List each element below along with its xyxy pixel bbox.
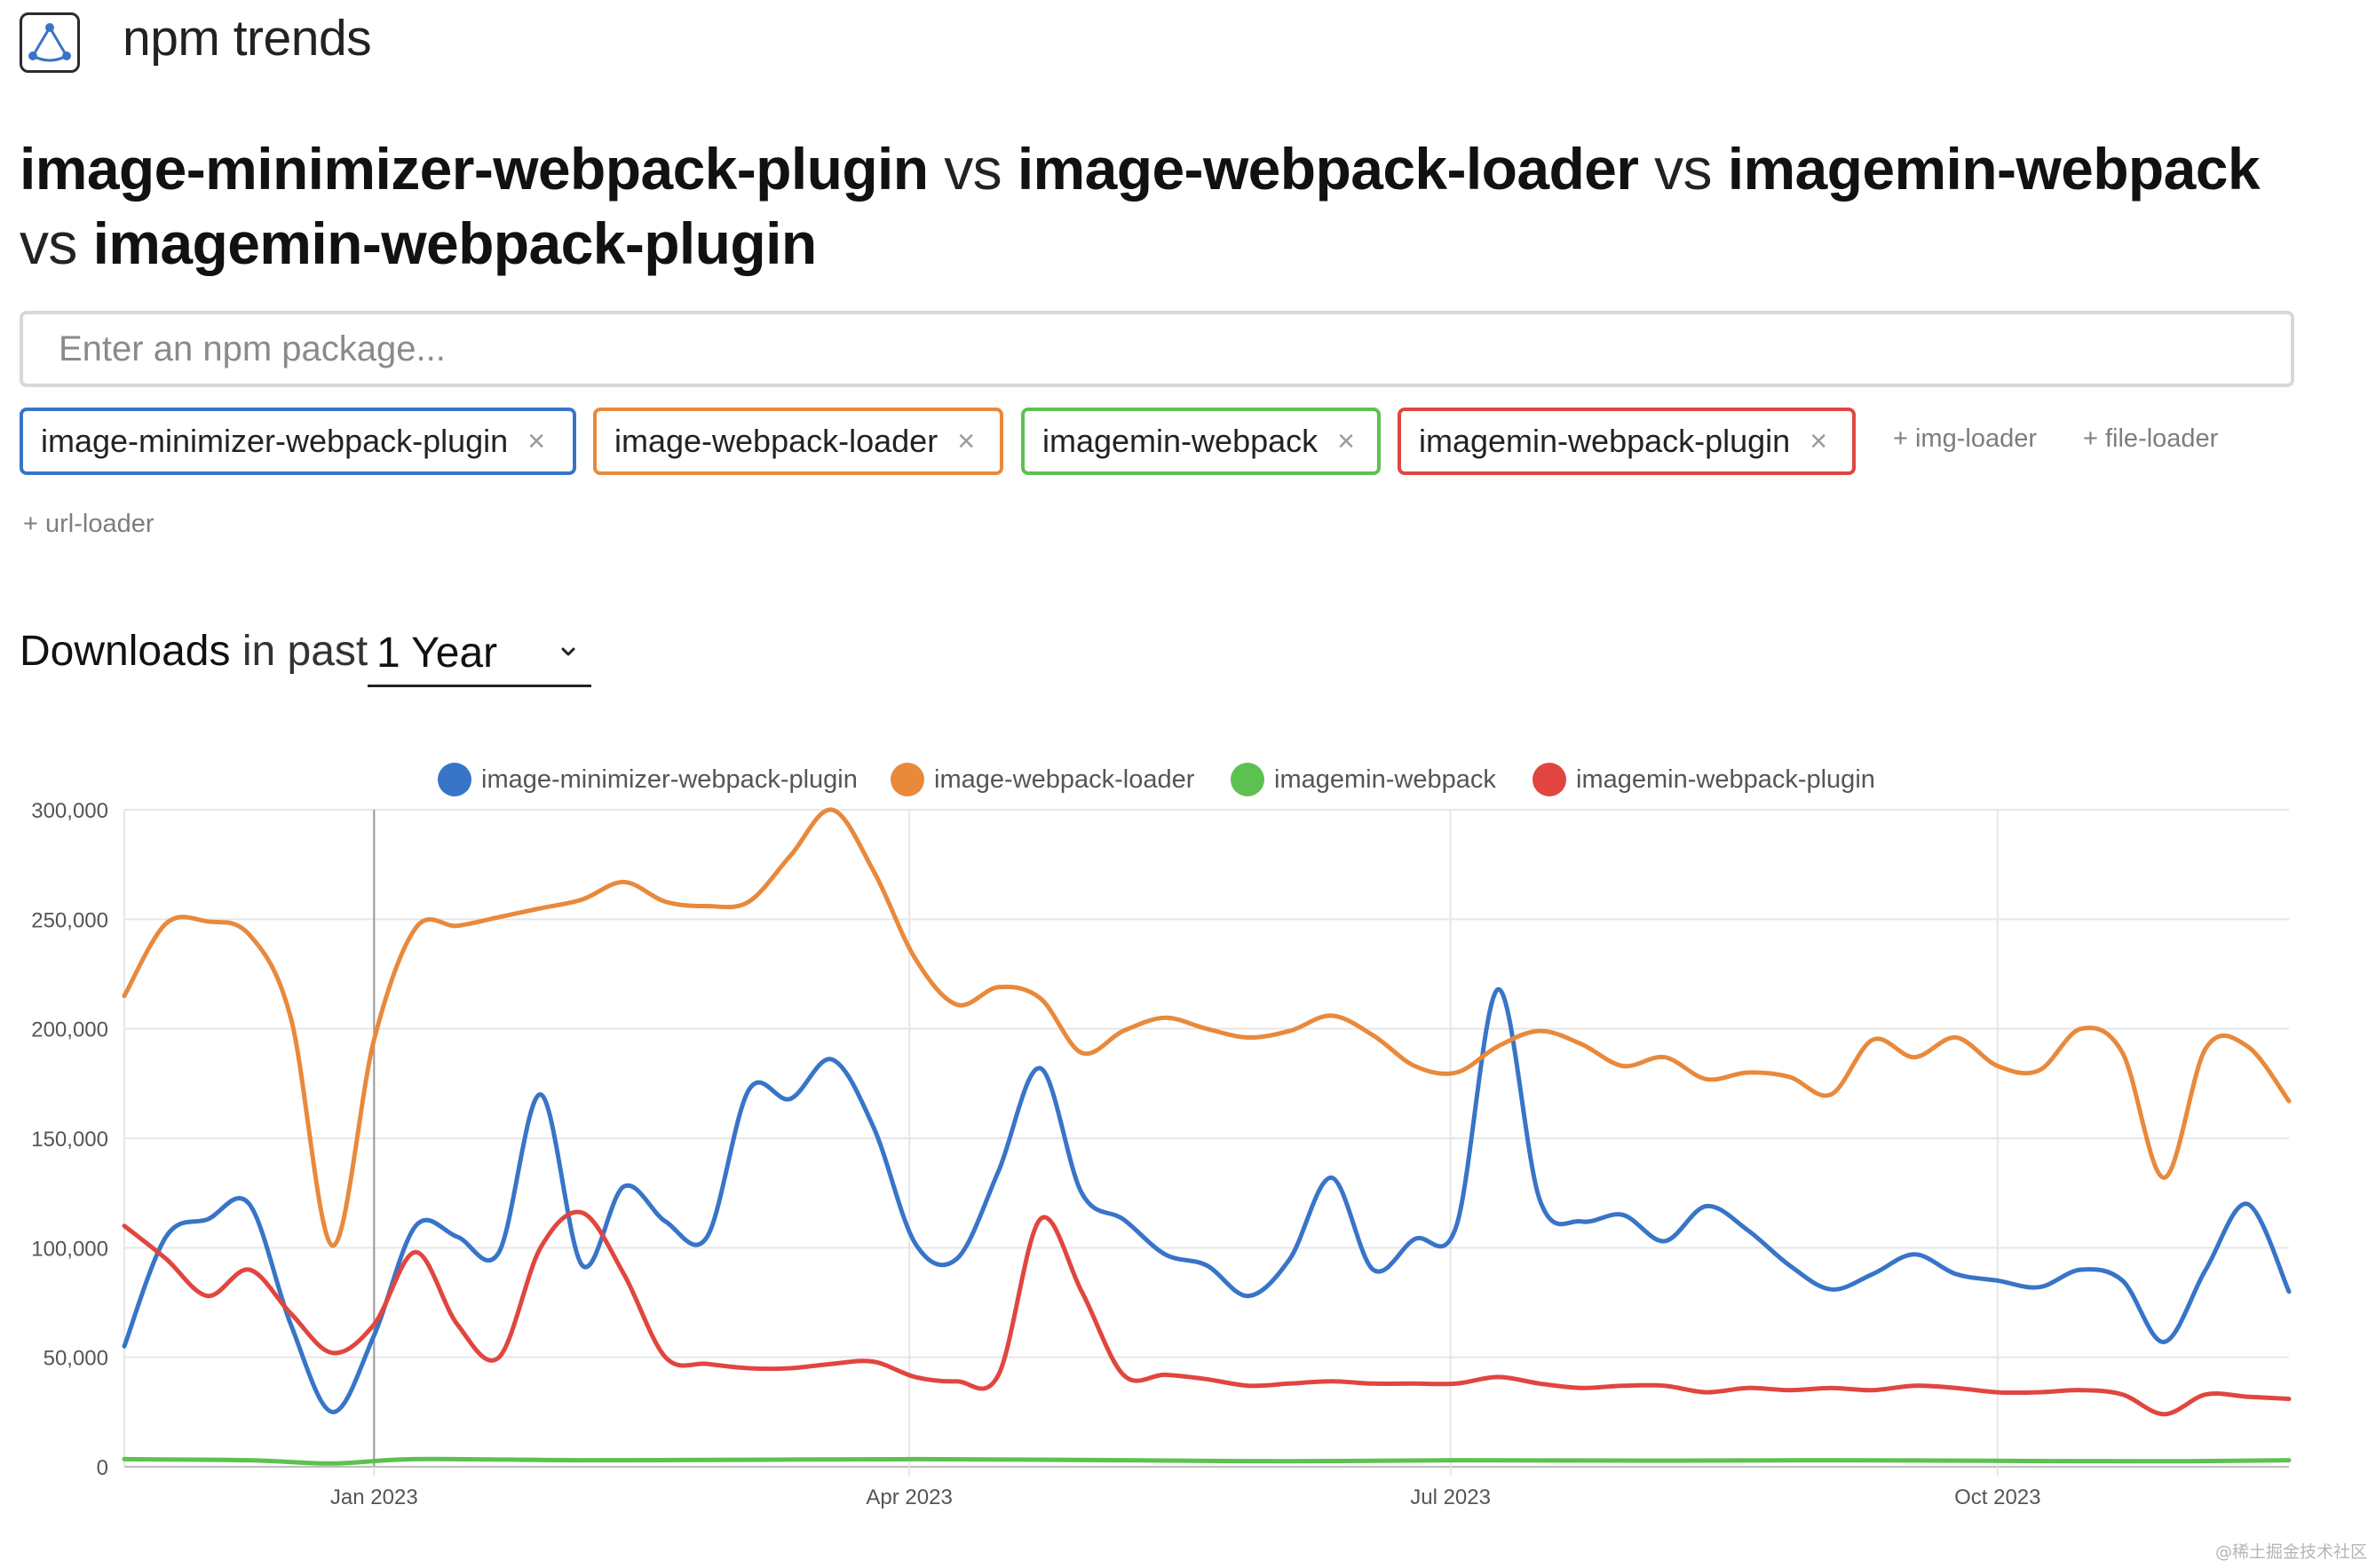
npm-trends-logo-icon[interactable]	[20, 12, 80, 73]
suggestion-img-loader[interactable]: + img-loader	[1893, 424, 2037, 453]
y-tick-label: 0	[97, 1456, 108, 1480]
period-value: 1 Year	[376, 630, 498, 677]
in-past-label: in past	[242, 628, 368, 675]
watermark: @稀土掘金技术社区	[2214, 1542, 2367, 1562]
legend-swatch	[891, 763, 924, 796]
y-tick-label: 100,000	[31, 1237, 108, 1261]
legend-label: image-webpack-loader	[934, 765, 1195, 794]
legend-swatch	[1533, 763, 1566, 796]
title-package: imagemin-webpack	[1727, 136, 2261, 202]
y-tick-label: 150,000	[31, 1128, 108, 1152]
remove-package-icon[interactable]: ×	[1337, 424, 1355, 458]
y-tick-label: 250,000	[31, 908, 108, 932]
package-chip-label: image-webpack-loader	[614, 423, 939, 459]
x-tick-label: Jul 2023	[1410, 1485, 1491, 1509]
y-tick-label: 300,000	[31, 799, 108, 823]
package-chip[interactable]: image-webpack-loader ×	[593, 408, 1003, 475]
remove-package-icon[interactable]: ×	[957, 424, 976, 458]
x-tick-label: Oct 2023	[1954, 1485, 2040, 1509]
legend-label: image-minimizer-webpack-plugin	[481, 765, 858, 794]
downloads-heading: Downloads in past	[20, 627, 368, 676]
period-select[interactable]: 1 Year	[368, 627, 591, 687]
chevron-down-icon	[561, 647, 575, 656]
package-chip-label: image-minimizer-webpack-plugin	[41, 423, 509, 459]
title-package: image-webpack-loader	[1017, 136, 1639, 202]
legend-label: imagemin-webpack	[1274, 765, 1496, 794]
legend-label: imagemin-webpack-plugin	[1576, 765, 1875, 794]
title-package: image-minimizer-webpack-plugin	[20, 136, 929, 202]
package-chip-label: imagemin-webpack-plugin	[1419, 423, 1791, 459]
package-chip[interactable]: imagemin-webpack-plugin ×	[1398, 408, 1856, 475]
series-line-image-minimizer-webpack-plugin	[122, 986, 2292, 1414]
package-search-input[interactable]	[20, 311, 2294, 387]
package-chip-label: imagemin-webpack	[1042, 423, 1319, 459]
legend-swatch	[438, 763, 471, 796]
legend-swatch	[1231, 763, 1264, 796]
x-tick-label: Jan 2023	[330, 1485, 418, 1509]
y-tick-label: 200,000	[31, 1018, 108, 1042]
series-line-imagemin-webpack-plugin	[122, 1209, 2292, 1417]
title-separator: vs	[20, 210, 77, 276]
remove-package-icon[interactable]: ×	[1810, 424, 1828, 458]
title-package: imagemin-webpack-plugin	[92, 210, 818, 276]
remove-package-icon[interactable]: ×	[527, 424, 546, 458]
title-separator: vs	[1654, 136, 1712, 202]
package-chip[interactable]: image-minimizer-webpack-plugin ×	[20, 408, 576, 475]
downloads-line-chart: 0 50,000 100,000 150,000 200,000 250,000 300,0…	[31, 763, 2292, 1509]
series-line-image-webpack-loader	[122, 807, 2292, 1248]
package-chip[interactable]: imagemin-webpack ×	[1021, 408, 1381, 475]
page-title: image-minimizer-webpack-plugin vs image-…	[20, 131, 2293, 281]
title-separator: vs	[944, 136, 1002, 202]
series-line-imagemin-webpack	[122, 1456, 2292, 1466]
suggestion-file-loader[interactable]: + file-loader	[2083, 424, 2219, 453]
downloads-label: Downloads	[20, 628, 231, 675]
suggestion-url-loader[interactable]: + url-loader	[23, 510, 154, 538]
y-tick-label: 50,000	[44, 1347, 108, 1371]
brand-name[interactable]: npm trends	[123, 10, 372, 67]
x-tick-label: Apr 2023	[866, 1485, 952, 1509]
